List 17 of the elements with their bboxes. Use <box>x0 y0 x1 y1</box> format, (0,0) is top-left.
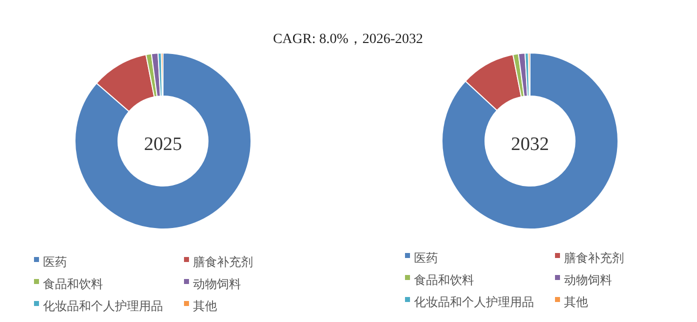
text: CAGR: 8.0%，2026-2032 <box>272 32 424 47</box>
legend-label: 其他 <box>193 299 217 313</box>
legend-label: 膳食补充剂 <box>564 251 624 265</box>
text: 2025 <box>144 134 182 155</box>
legend-label: 医药 <box>414 251 438 265</box>
legend-label: 化妆品和个人护理用品 <box>43 299 163 313</box>
legend-label: 食品和饮料 <box>414 273 474 287</box>
legend-label: 膳食补充剂 <box>193 255 253 269</box>
legend-label: 化妆品和个人护理用品 <box>414 295 534 309</box>
legend-label: 其他 <box>564 295 588 309</box>
legend-label: 食品和饮料 <box>43 277 103 291</box>
donut-slice <box>442 52 618 230</box>
donut-slice <box>74 52 252 230</box>
legend-label: 动物饲料 <box>564 273 612 287</box>
legend-label: 动物饲料 <box>193 277 241 291</box>
text: 2032 <box>511 134 549 155</box>
legend-label: 医药 <box>43 255 67 269</box>
